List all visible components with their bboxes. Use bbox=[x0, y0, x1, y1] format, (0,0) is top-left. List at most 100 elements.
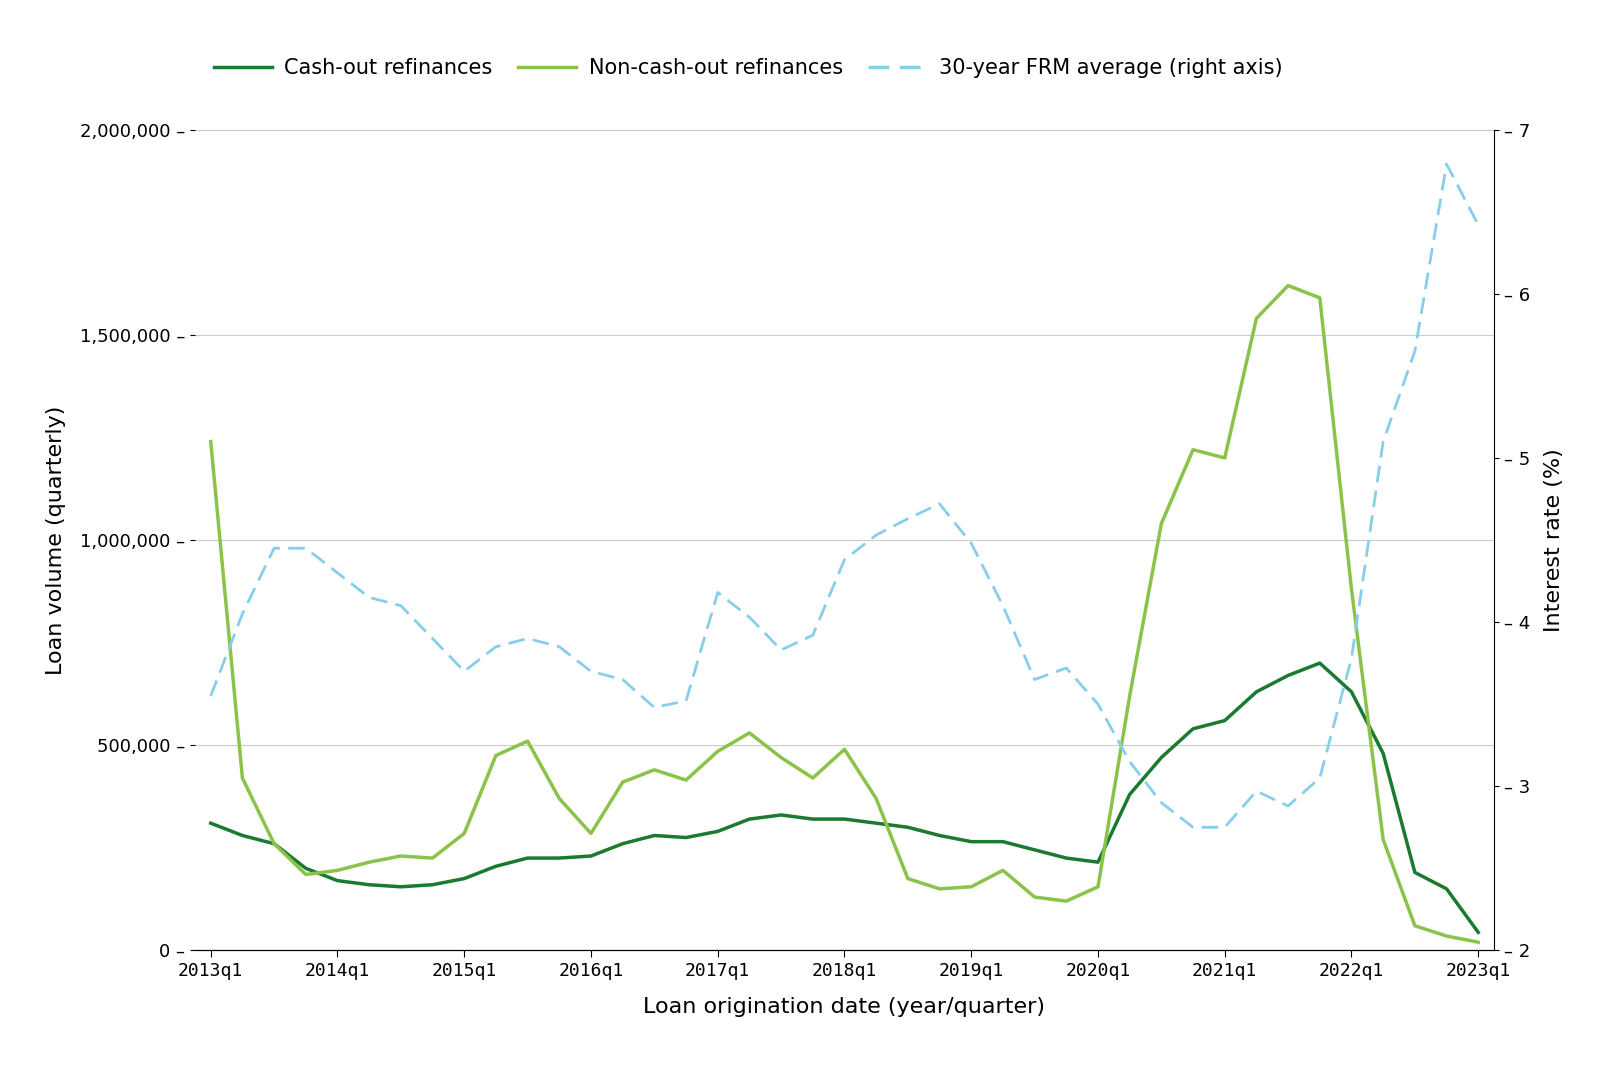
Cash-out refinances bbox=[232, 829, 252, 842]
30-year FRM average (right axis) bbox=[1404, 345, 1423, 357]
Non-cash-out refinances bbox=[1214, 451, 1233, 464]
30-year FRM average (right axis) bbox=[422, 632, 441, 645]
30-year FRM average (right axis) bbox=[993, 599, 1013, 612]
Non-cash-out refinances bbox=[1373, 833, 1393, 846]
Line: 30-year FRM average (right axis): 30-year FRM average (right axis) bbox=[211, 164, 1477, 827]
30-year FRM average (right axis) bbox=[961, 537, 980, 550]
Non-cash-out refinances bbox=[1436, 930, 1456, 943]
30-year FRM average (right axis) bbox=[295, 542, 315, 555]
30-year FRM average (right axis) bbox=[1436, 158, 1456, 171]
Cash-out refinances bbox=[1120, 788, 1139, 801]
Non-cash-out refinances bbox=[518, 734, 537, 747]
Non-cash-out refinances bbox=[232, 771, 252, 784]
Cash-out refinances bbox=[1467, 926, 1487, 939]
Cash-out refinances bbox=[1087, 855, 1107, 868]
Non-cash-out refinances bbox=[391, 850, 411, 863]
Cash-out refinances bbox=[485, 860, 505, 873]
30-year FRM average (right axis) bbox=[675, 694, 695, 707]
Cash-out refinances bbox=[961, 835, 980, 848]
30-year FRM average (right axis) bbox=[1310, 771, 1329, 784]
Cash-out refinances bbox=[802, 812, 821, 825]
30-year FRM average (right axis) bbox=[898, 512, 917, 525]
Non-cash-out refinances bbox=[485, 750, 505, 762]
Cash-out refinances bbox=[549, 851, 568, 864]
Non-cash-out refinances bbox=[644, 764, 664, 777]
Non-cash-out refinances bbox=[993, 864, 1013, 877]
Cash-out refinances bbox=[359, 878, 378, 891]
30-year FRM average (right axis) bbox=[612, 673, 631, 686]
30-year FRM average (right axis) bbox=[328, 566, 347, 579]
Non-cash-out refinances bbox=[738, 727, 758, 740]
Cash-out refinances bbox=[518, 851, 537, 864]
30-year FRM average (right axis) bbox=[454, 665, 474, 678]
Cash-out refinances bbox=[738, 812, 758, 825]
Cash-out refinances bbox=[328, 874, 347, 887]
Non-cash-out refinances bbox=[422, 851, 441, 864]
30-year FRM average (right axis) bbox=[1214, 821, 1233, 834]
30-year FRM average (right axis) bbox=[232, 607, 252, 620]
Cash-out refinances bbox=[644, 829, 664, 842]
30-year FRM average (right axis) bbox=[771, 644, 790, 657]
Cash-out refinances bbox=[771, 809, 790, 822]
30-year FRM average (right axis) bbox=[1246, 785, 1266, 798]
Non-cash-out refinances bbox=[549, 792, 568, 805]
Non-cash-out refinances bbox=[834, 743, 854, 756]
Cash-out refinances bbox=[1214, 714, 1233, 727]
30-year FRM average (right axis) bbox=[930, 498, 949, 511]
Non-cash-out refinances bbox=[675, 773, 695, 786]
Cash-out refinances bbox=[1373, 747, 1393, 760]
Cash-out refinances bbox=[834, 812, 854, 825]
Cash-out refinances bbox=[1057, 851, 1076, 864]
Line: Cash-out refinances: Cash-out refinances bbox=[211, 663, 1477, 932]
30-year FRM average (right axis) bbox=[1024, 673, 1044, 686]
30-year FRM average (right axis) bbox=[549, 640, 568, 653]
Cash-out refinances bbox=[1404, 866, 1423, 879]
30-year FRM average (right axis) bbox=[201, 689, 221, 702]
Cash-out refinances bbox=[1183, 723, 1203, 735]
30-year FRM average (right axis) bbox=[1120, 755, 1139, 768]
Non-cash-out refinances bbox=[1341, 583, 1360, 596]
30-year FRM average (right axis) bbox=[644, 701, 664, 714]
Non-cash-out refinances bbox=[1277, 279, 1297, 292]
30-year FRM average (right axis) bbox=[1341, 651, 1360, 664]
Legend: Cash-out refinances, Non-cash-out refinances, 30-year FRM average (right axis): Cash-out refinances, Non-cash-out refina… bbox=[204, 50, 1290, 86]
30-year FRM average (right axis) bbox=[1087, 698, 1107, 711]
Non-cash-out refinances bbox=[1183, 443, 1203, 456]
30-year FRM average (right axis) bbox=[1151, 796, 1170, 809]
Non-cash-out refinances bbox=[898, 873, 917, 886]
Cash-out refinances bbox=[898, 821, 917, 834]
Non-cash-out refinances bbox=[1151, 517, 1170, 530]
Cash-out refinances bbox=[708, 825, 727, 838]
Non-cash-out refinances bbox=[1024, 891, 1044, 904]
Cash-out refinances bbox=[1277, 669, 1297, 681]
Cash-out refinances bbox=[581, 850, 601, 863]
30-year FRM average (right axis) bbox=[359, 591, 378, 604]
Non-cash-out refinances bbox=[961, 880, 980, 893]
X-axis label: Loan origination date (year/quarter): Loan origination date (year/quarter) bbox=[643, 997, 1045, 1017]
Line: Non-cash-out refinances: Non-cash-out refinances bbox=[211, 285, 1477, 942]
Cash-out refinances bbox=[675, 832, 695, 845]
Non-cash-out refinances bbox=[1246, 312, 1266, 325]
Cash-out refinances bbox=[1151, 751, 1170, 764]
Non-cash-out refinances bbox=[1087, 880, 1107, 893]
Cash-out refinances bbox=[265, 837, 284, 850]
Non-cash-out refinances bbox=[708, 745, 727, 758]
30-year FRM average (right axis) bbox=[802, 629, 821, 642]
Non-cash-out refinances bbox=[1467, 935, 1487, 948]
30-year FRM average (right axis) bbox=[485, 640, 505, 653]
Cash-out refinances bbox=[612, 837, 631, 850]
Cash-out refinances bbox=[993, 835, 1013, 848]
Non-cash-out refinances bbox=[581, 827, 601, 840]
Cash-out refinances bbox=[201, 816, 221, 829]
Cash-out refinances bbox=[422, 878, 441, 891]
30-year FRM average (right axis) bbox=[1183, 821, 1203, 834]
30-year FRM average (right axis) bbox=[708, 586, 727, 599]
Non-cash-out refinances bbox=[265, 837, 284, 850]
Non-cash-out refinances bbox=[359, 855, 378, 868]
Cash-out refinances bbox=[1246, 686, 1266, 699]
Cash-out refinances bbox=[930, 829, 949, 842]
Non-cash-out refinances bbox=[1120, 689, 1139, 702]
Non-cash-out refinances bbox=[771, 751, 790, 764]
Cash-out refinances bbox=[867, 816, 886, 829]
Non-cash-out refinances bbox=[930, 882, 949, 895]
